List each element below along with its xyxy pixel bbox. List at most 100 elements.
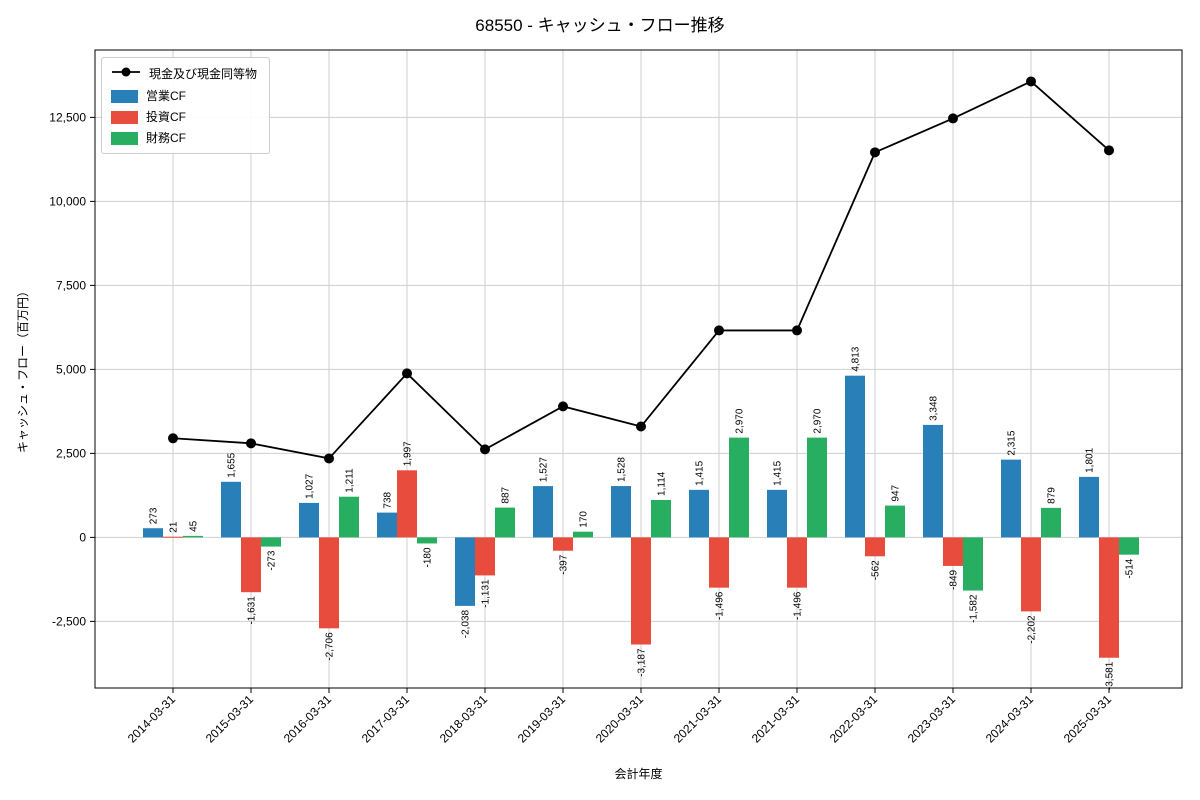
bar-value-label: -2,706 — [325, 632, 336, 661]
bar — [787, 537, 807, 588]
line-marker — [636, 421, 646, 432]
bar-value-label: 1,528 — [617, 457, 628, 482]
line-marker — [948, 113, 958, 124]
bar-value-label: 947 — [891, 484, 902, 501]
bar — [163, 536, 183, 538]
x-tick-label: 2014-03-31 — [125, 692, 179, 746]
bar — [573, 531, 593, 538]
line-marker — [402, 368, 412, 379]
bar — [397, 470, 417, 538]
bar — [1001, 459, 1021, 538]
bar-value-label: 2,315 — [1007, 430, 1018, 455]
bar-value-label: 1,114 — [657, 471, 668, 496]
x-tick-label: 2016-03-31 — [281, 692, 335, 746]
bar-value-label: 1,415 — [695, 460, 706, 485]
bar — [1021, 537, 1041, 612]
operating-cf-swatch — [111, 89, 138, 103]
x-tick-label: 2019-03-31 — [515, 692, 569, 746]
x-tick-label: 2021-03-31 — [749, 692, 803, 746]
x-tick-label: 2022-03-31 — [827, 692, 881, 746]
bar-value-label: 1,801 — [1085, 447, 1096, 472]
bar-series-group — [143, 375, 1139, 658]
bar-value-label: 879 — [1047, 487, 1058, 504]
bar-value-label: 4,813 — [851, 346, 862, 371]
bar — [241, 537, 261, 593]
bar — [417, 537, 437, 544]
bar-value-label: 887 — [501, 486, 512, 503]
bar — [767, 489, 787, 538]
y-tick-label: -2,500 — [52, 614, 86, 628]
legend-item-financing-cf: 財務CF — [111, 130, 257, 146]
bar-value-label: 3,348 — [929, 395, 940, 420]
bar-value-label: 2,970 — [735, 408, 746, 433]
bar — [1041, 507, 1061, 538]
line-marker — [246, 438, 256, 449]
chart-title: 68550 - キャッシュ・フロー推移 — [475, 16, 725, 35]
bar-value-label: -397 — [559, 554, 570, 574]
legend-item-operating-cf: 営業CF — [111, 88, 257, 104]
bar — [963, 537, 983, 591]
bar-value-label: 1,027 — [305, 473, 316, 498]
bar — [319, 537, 339, 629]
line-marker — [558, 401, 568, 412]
bar — [475, 537, 495, 576]
line-marker-swatch — [111, 65, 141, 83]
bar-value-label: 45 — [189, 520, 200, 532]
bar — [845, 375, 865, 538]
bar — [865, 537, 885, 557]
y-tick-label: 0 — [79, 530, 86, 544]
line-marker — [714, 325, 724, 336]
bar — [651, 499, 671, 538]
line-series-group — [168, 76, 1114, 464]
legend-item-investing-cf: 投資CF — [111, 109, 257, 125]
bar-value-label: -3,581 — [1105, 661, 1116, 690]
bar-value-label: 1,415 — [773, 460, 784, 485]
x-tick-label: 2020-03-31 — [593, 692, 647, 746]
bar — [455, 537, 475, 606]
bar-value-label: -1,582 — [969, 594, 980, 623]
x-tick-labels: 2014-03-31 2015-03-31 2016-03-31 2017-03-31… — [125, 692, 1115, 746]
bar-value-label: 273 — [149, 507, 160, 524]
bar-value-label: -273 — [267, 550, 278, 570]
y-tick-labels: -2,500 0 2,500 5,000 7,500 10,000 12,500 — [49, 110, 86, 628]
bar — [143, 528, 163, 538]
x-tick-label: 2017-03-31 — [359, 692, 413, 746]
line-marker — [480, 444, 490, 455]
bar — [1079, 476, 1099, 538]
bar-value-label: -514 — [1125, 558, 1136, 578]
financing-cf-swatch — [111, 131, 138, 145]
bar-value-label: 21 — [169, 521, 180, 533]
y-tick-label: 5,000 — [56, 362, 86, 376]
bar — [885, 505, 905, 538]
bar-value-label: -849 — [949, 569, 960, 589]
line-marker — [1104, 145, 1114, 156]
x-tick-label: 2025-03-31 — [1061, 692, 1115, 746]
bar — [183, 535, 203, 538]
bar — [1099, 537, 1119, 658]
bar — [807, 437, 827, 538]
legend-label-line: 現金及び現金同等物 — [149, 67, 258, 81]
line-marker — [870, 147, 880, 158]
bar — [495, 507, 515, 538]
bar-value-label: -1,496 — [715, 591, 726, 620]
bar — [709, 537, 729, 588]
bar — [631, 537, 651, 645]
bar-value-labels: 273 1,655 1,027 738 -2,038 1,527 1,528 1,415 1,4… — [149, 346, 1136, 690]
bar — [689, 489, 709, 538]
line-marker — [1026, 76, 1036, 87]
line-marker — [168, 433, 178, 444]
tick-marks — [90, 116, 1110, 693]
bar-value-label: 1,655 — [227, 452, 238, 477]
investing-cf-swatch — [111, 110, 138, 124]
y-axis-label: キャッシュ・フロー（百万円） — [16, 285, 30, 453]
bar — [943, 537, 963, 566]
y-tick-label: 12,500 — [49, 110, 86, 124]
bar — [339, 496, 359, 538]
bar — [533, 486, 553, 538]
x-tick-label: 2024-03-31 — [983, 692, 1037, 746]
bar-value-label: -2,202 — [1027, 615, 1038, 644]
line-marker — [324, 453, 334, 464]
bar-value-label: 1,997 — [403, 441, 414, 466]
